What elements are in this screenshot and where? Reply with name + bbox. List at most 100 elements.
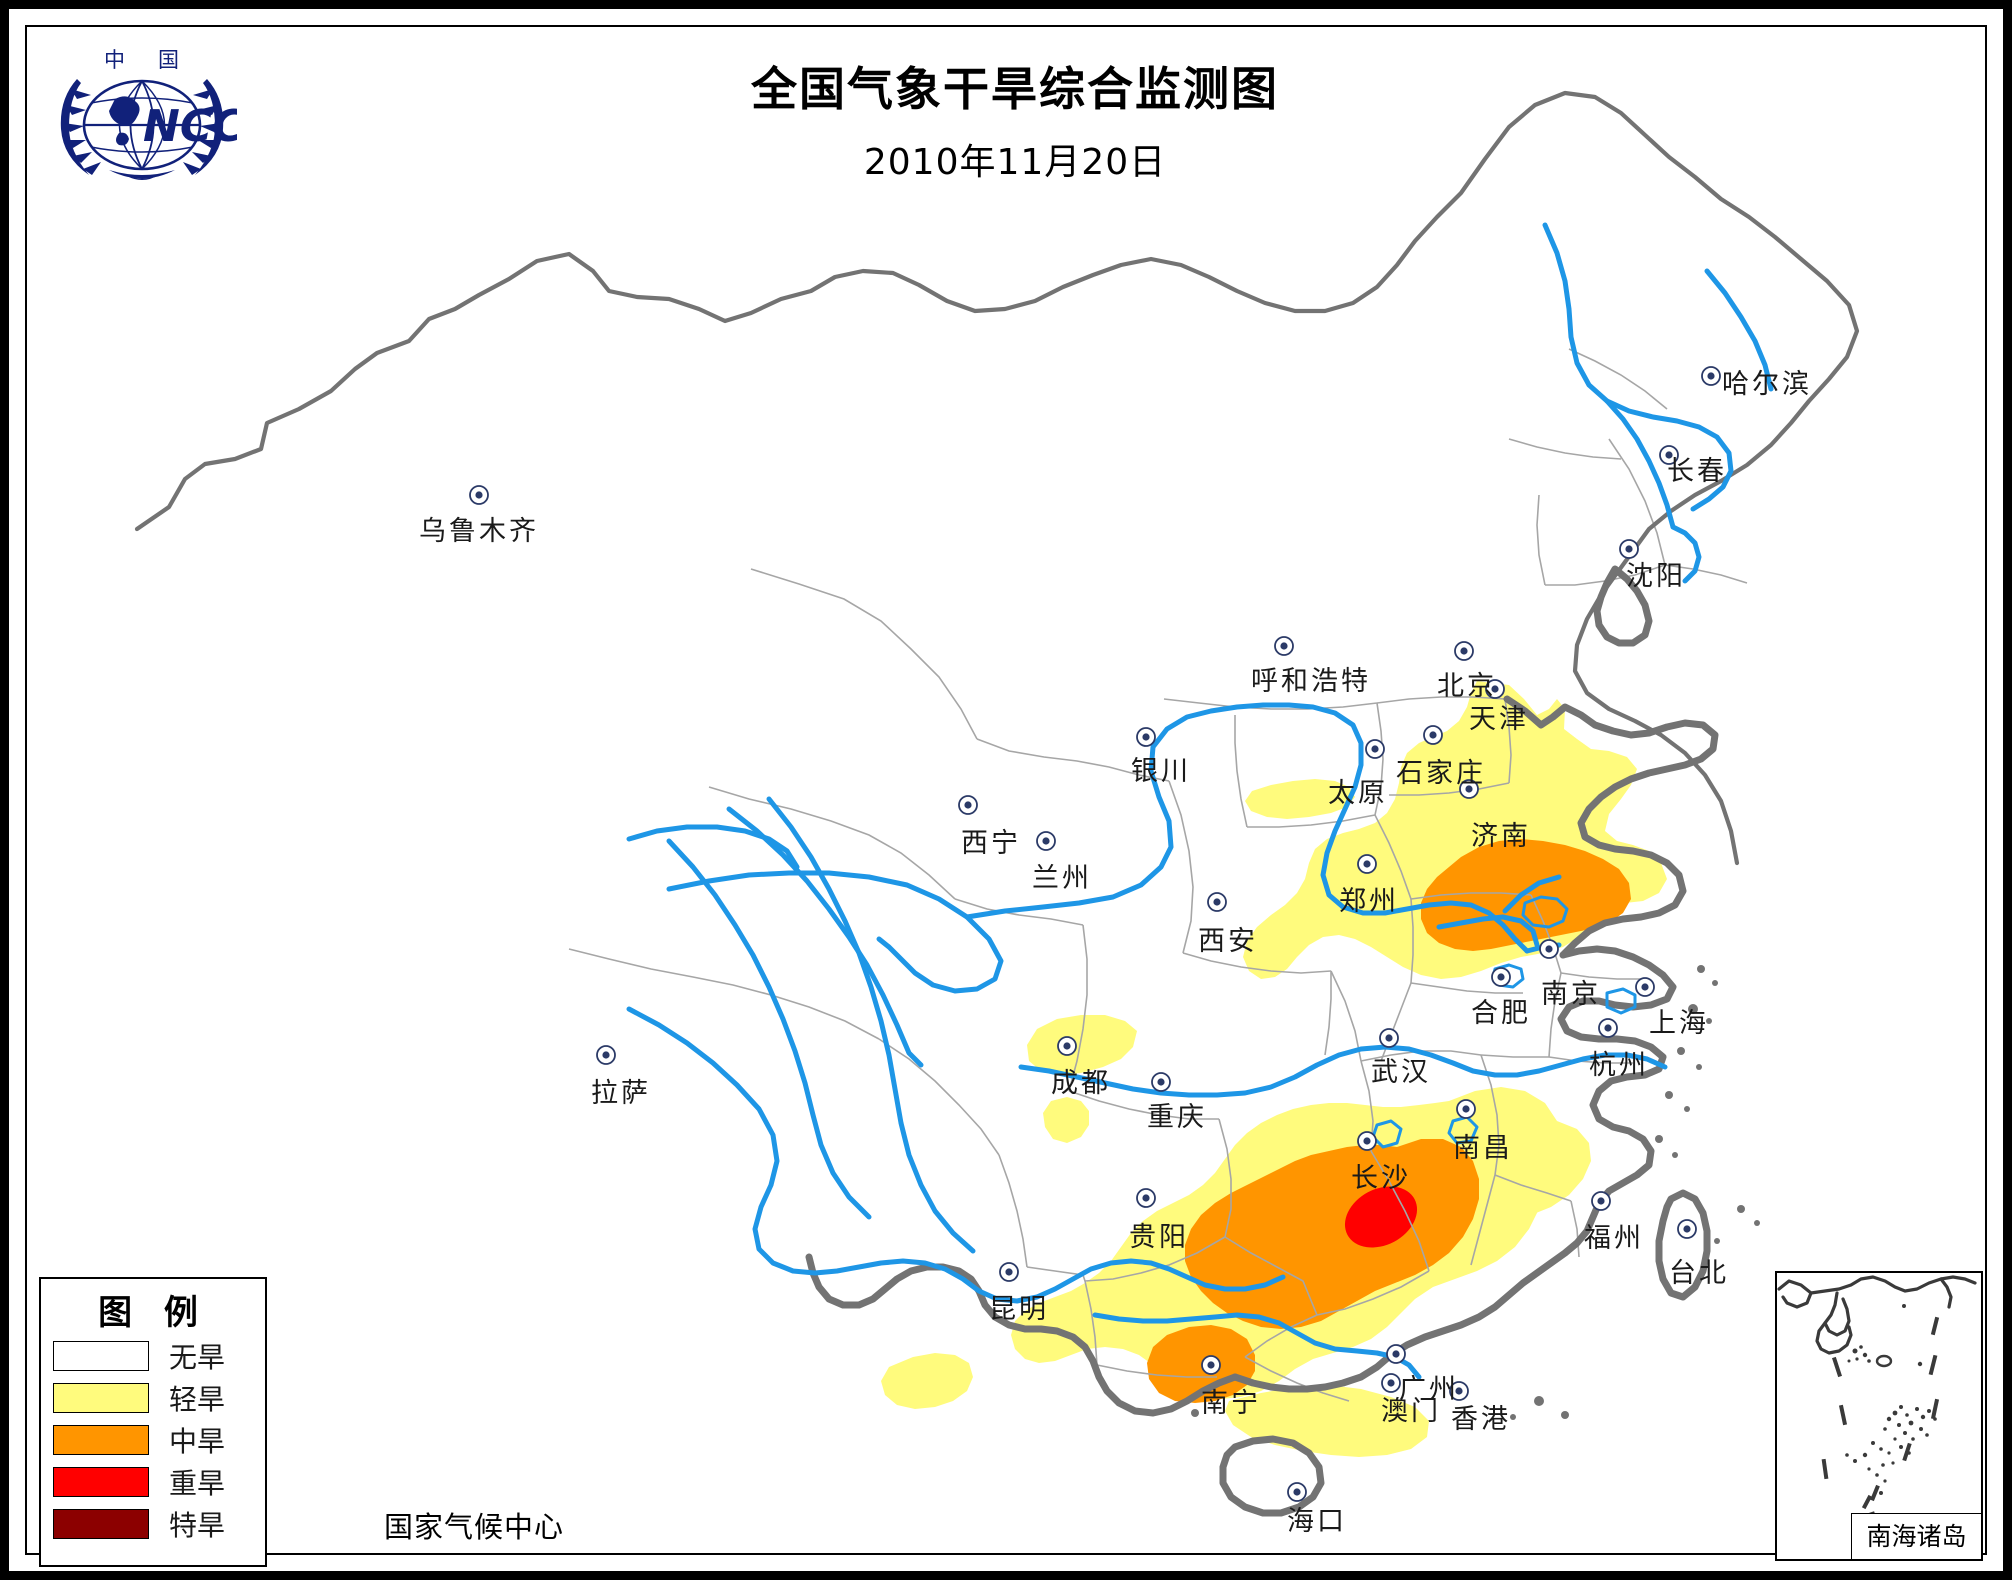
logo-char-zhong: 中 bbox=[104, 48, 125, 72]
inset-label: 南海诸岛 bbox=[1851, 1513, 1981, 1559]
city-marker-dot bbox=[1142, 1194, 1150, 1202]
city-marker-dot bbox=[1665, 451, 1673, 459]
city-marker bbox=[1136, 727, 1156, 747]
city-marker-dot bbox=[1371, 745, 1379, 753]
legend-swatch bbox=[53, 1467, 149, 1497]
city-marker-dot bbox=[1455, 1387, 1463, 1395]
city-marker bbox=[1591, 1191, 1611, 1211]
river-yangtze bbox=[626, 1006, 1286, 1304]
city-marker-dot bbox=[1392, 1350, 1400, 1358]
city-marker bbox=[958, 795, 978, 815]
legend-swatch bbox=[53, 1509, 149, 1539]
city-marker-dot bbox=[475, 491, 483, 499]
drought-area-light-yunnan-sw bbox=[881, 1353, 973, 1409]
legend-rows: 无旱轻旱中旱重旱特旱 bbox=[41, 1336, 265, 1544]
map-inner-frame bbox=[25, 25, 1987, 1555]
city-marker-dot bbox=[1462, 1105, 1470, 1113]
river-yellow bbox=[666, 870, 1004, 994]
drought-area-light-guangdong bbox=[1225, 1385, 1429, 1457]
city-marker-dot bbox=[602, 1051, 610, 1059]
city-marker-dot bbox=[1042, 837, 1050, 845]
city-marker bbox=[1454, 641, 1474, 661]
legend-label: 中旱 bbox=[169, 1425, 226, 1458]
city-marker-dot bbox=[1460, 647, 1468, 655]
city-marker bbox=[1357, 1131, 1377, 1151]
city-marker bbox=[1539, 939, 1559, 959]
city-marker bbox=[1365, 739, 1385, 759]
city-marker bbox=[999, 1262, 1019, 1282]
city-marker bbox=[1449, 1381, 1469, 1401]
city-marker-dot bbox=[1429, 731, 1437, 739]
city-marker-dot bbox=[1707, 372, 1715, 380]
drought-area-light-sichuan-south bbox=[1043, 1097, 1089, 1143]
city-marker-dot bbox=[1597, 1197, 1605, 1205]
city-marker bbox=[1459, 779, 1479, 799]
city-marker bbox=[1036, 831, 1056, 851]
city-marker-dot bbox=[1157, 1078, 1165, 1086]
city-marker-dot bbox=[1213, 898, 1221, 906]
offshore-islands bbox=[1191, 965, 1760, 1420]
legend-label: 无旱 bbox=[169, 1341, 226, 1374]
city-marker-dot bbox=[1280, 642, 1288, 650]
city-marker bbox=[1136, 1188, 1156, 1208]
city-marker bbox=[1619, 539, 1639, 559]
city-marker bbox=[1381, 1373, 1401, 1393]
city-marker-dot bbox=[1497, 973, 1505, 981]
ncc-logo: NCC 中 国 bbox=[60, 48, 237, 180]
national-border bbox=[134, 90, 1860, 866]
city-marker bbox=[1274, 636, 1294, 656]
city-marker-dot bbox=[1491, 685, 1499, 693]
city-marker bbox=[1201, 1355, 1221, 1375]
city-marker-dot bbox=[1142, 733, 1150, 741]
legend-title: 图 例 bbox=[98, 1293, 208, 1333]
city-marker bbox=[1677, 1219, 1697, 1239]
river-songhua bbox=[1542, 222, 1734, 512]
south-china-sea-inset: 南海诸岛 bbox=[1775, 1271, 1983, 1561]
legend-row: 特旱 bbox=[41, 1504, 265, 1544]
city-marker bbox=[1485, 679, 1505, 699]
city-marker-dot bbox=[1363, 1137, 1371, 1145]
city-marker bbox=[1598, 1018, 1618, 1038]
city-marker-dot bbox=[1063, 1042, 1071, 1050]
legend-swatch bbox=[53, 1425, 149, 1455]
city-marker bbox=[1635, 977, 1655, 997]
legend-swatch bbox=[53, 1341, 149, 1371]
city-marker bbox=[1207, 892, 1227, 912]
city-marker bbox=[1423, 725, 1443, 745]
city-marker bbox=[596, 1045, 616, 1065]
legend-label: 轻旱 bbox=[169, 1383, 226, 1416]
city-marker bbox=[1456, 1099, 1476, 1119]
drought-area-light-chengdu bbox=[1027, 1015, 1137, 1075]
credit-text: 国家气候中心 bbox=[384, 1510, 565, 1544]
city-marker bbox=[1151, 1072, 1171, 1092]
legend-swatch bbox=[53, 1383, 149, 1413]
city-marker bbox=[1701, 366, 1721, 386]
legend-label: 特旱 bbox=[169, 1509, 226, 1542]
legend-row: 中旱 bbox=[41, 1420, 265, 1460]
city-marker bbox=[1357, 854, 1377, 874]
city-marker bbox=[1386, 1344, 1406, 1364]
coastline bbox=[805, 565, 1719, 1517]
drought-area-severe-hunan bbox=[1344, 1186, 1418, 1248]
city-marker-dot bbox=[1385, 1034, 1393, 1042]
drought-area-moderate-hunan bbox=[1185, 1139, 1479, 1329]
logo-char-guo: 国 bbox=[158, 48, 179, 72]
city-marker-dot bbox=[1005, 1268, 1013, 1276]
city-marker-dot bbox=[964, 801, 972, 809]
river-pearl bbox=[1092, 1312, 1422, 1380]
city-marker bbox=[1287, 1482, 1307, 1502]
city-markers bbox=[469, 366, 1721, 1502]
city-marker-dot bbox=[1641, 983, 1649, 991]
city-marker-dot bbox=[1387, 1379, 1395, 1387]
svg-text:NCC: NCC bbox=[143, 101, 237, 152]
drought-area-moderate-nanning bbox=[1147, 1325, 1255, 1403]
city-marker-dot bbox=[1207, 1361, 1215, 1369]
city-marker bbox=[1659, 445, 1679, 465]
province-borders bbox=[568, 348, 1748, 1402]
city-marker-dot bbox=[1604, 1024, 1612, 1032]
rivers bbox=[626, 222, 1774, 1380]
legend-label: 重旱 bbox=[169, 1467, 226, 1500]
legend-row: 无旱 bbox=[41, 1336, 265, 1376]
city-marker-dot bbox=[1545, 945, 1553, 953]
